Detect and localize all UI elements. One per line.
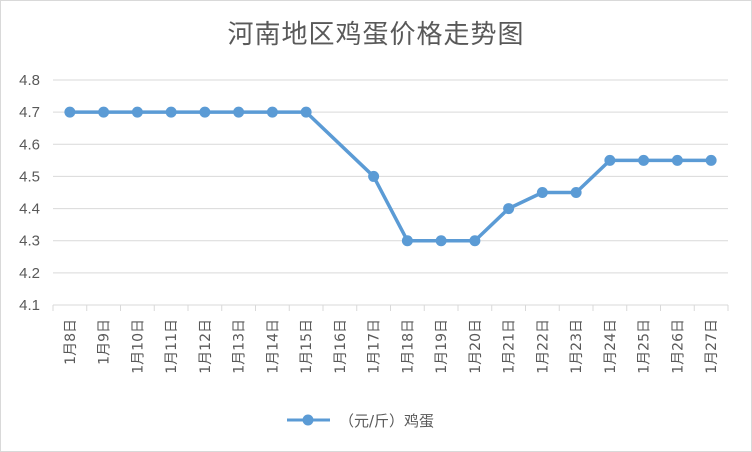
x-tick-label: 1月25日 [637,319,653,374]
series-eggs [64,106,717,247]
data-point [570,187,582,198]
data-point [401,235,413,247]
x-tick-label: 1月20日 [468,319,484,374]
data-point [266,106,278,118]
x-tick-label: 1月12日 [198,319,214,374]
legend-label: （元/斤）鸡蛋 [339,412,434,430]
data-point [300,106,312,118]
x-tick-label: 1月24日 [603,319,619,374]
x-tick-label: 1月11日 [164,319,180,374]
data-point [368,170,380,182]
data-point [536,187,548,198]
x-tick-label: 1月19日 [434,319,450,374]
y-tick-label: 4.7 [19,104,40,121]
data-point [671,154,683,166]
x-tick-label: 1月18日 [400,319,416,374]
y-tick-label: 4.2 [19,265,40,282]
y-tick-label: 4.8 [19,72,40,89]
legend: （元/斤）鸡蛋 [287,412,434,430]
y-tick-label: 4.6 [19,136,40,153]
data-point [638,154,650,166]
data-point [165,106,177,118]
x-tick-label: 1月27日 [704,319,720,374]
data-point [435,235,447,247]
x-tick-label: 1月13日 [232,319,248,374]
y-tick-label: 4.3 [19,233,40,250]
chart-title: 河南地区鸡蛋价格走势图 [227,20,525,50]
y-tick-label: 4.5 [19,168,40,185]
x-tick-label: 1月9日 [97,319,113,365]
y-tick-label: 4.1 [19,297,40,314]
x-tick-label: 1月21日 [502,319,518,374]
x-tick-label: 1月17日 [367,319,383,374]
data-point [705,154,717,166]
y-tick-label: 4.4 [19,201,40,218]
y-axis-ticks: 4.1 4.2 4.3 4.4 4.5 4.6 4.7 4.8 [19,72,40,314]
data-point [199,106,211,118]
x-tick-label: 1月10日 [130,319,146,374]
gridlines [53,79,728,274]
x-axis [52,304,729,311]
data-point [64,106,76,118]
x-tick-label: 1月26日 [670,319,686,374]
data-point [98,106,110,118]
data-point [233,106,245,118]
data-point [604,154,616,166]
x-tick-label: 1月15日 [299,319,315,374]
data-point [131,106,143,118]
x-tick-label: 1月16日 [333,319,349,374]
x-tick-label: 1月22日 [535,319,551,374]
data-point [469,235,481,247]
legend-point-marker [302,414,314,426]
x-axis-ticks: 1月8日 1月9日 1月10日 1月11日 1月12日 1月13日 1月14日 1月15日 1月… [63,319,720,374]
x-tick-label: 1月23日 [569,319,585,374]
x-tick-label: 1月8日 [63,319,79,365]
data-point [503,203,515,215]
x-tick-label: 1月14日 [265,319,281,374]
